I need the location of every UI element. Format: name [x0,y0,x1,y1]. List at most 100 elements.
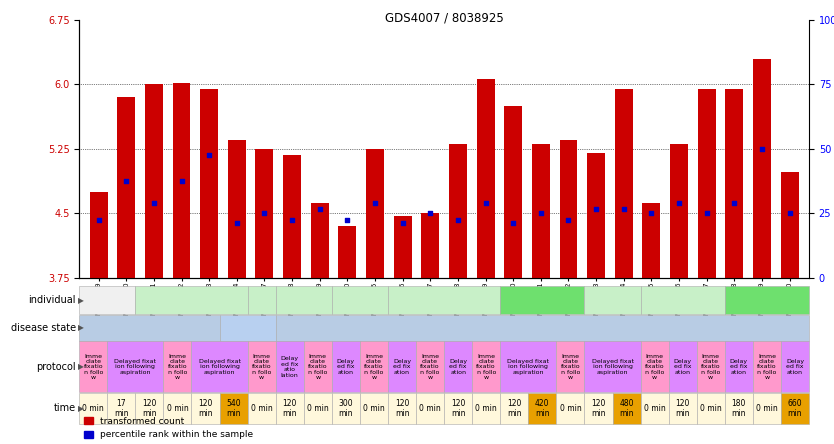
Bar [669,393,696,424]
Text: ▶: ▶ [78,323,84,332]
Text: time: time [53,404,76,413]
Bar [476,79,495,444]
Text: 300
min: 300 min [339,399,353,418]
Point [617,205,631,212]
Bar [781,341,809,392]
Text: Imme
diate
fixatio
n follo
w: Imme diate fixatio n follo w [701,354,721,380]
Bar [500,286,585,314]
Bar [192,393,219,424]
Bar [276,393,304,424]
Point [396,220,409,227]
Legend: transformed count, percentile rank within the sample: transformed count, percentile rank withi… [83,417,253,440]
Point [258,210,271,217]
Text: 0 min: 0 min [475,404,497,413]
Text: Imme
diate
fixatio
n follo
w: Imme diate fixatio n follo w [83,354,103,380]
Bar [753,59,771,444]
Text: individual: individual [28,295,76,305]
Bar [173,83,190,444]
Bar [248,286,276,314]
Text: 0 min: 0 min [83,404,104,413]
Bar [200,89,219,444]
Text: 0 min: 0 min [363,404,384,413]
Bar [585,393,612,424]
Text: Delay
ed fix
ation: Delay ed fix ation [786,359,804,375]
Text: ▶: ▶ [78,296,84,305]
Point [506,220,520,227]
Bar [505,106,522,444]
Bar [388,286,500,314]
Text: 120
min: 120 min [591,399,605,418]
Point [535,210,548,217]
Bar [416,393,444,424]
Bar [753,393,781,424]
Text: 17
min: 17 min [114,399,128,418]
Point [285,216,299,223]
Bar [192,341,248,392]
Point [451,216,465,223]
Bar [79,341,108,392]
Bar [388,393,416,424]
Bar [304,341,332,392]
Bar [135,393,163,424]
Text: 0 min: 0 min [560,404,581,413]
Text: 0 min: 0 min [420,404,441,413]
Bar [89,192,108,444]
Bar [79,315,219,341]
Bar [388,341,416,392]
Point [313,205,326,212]
Text: 120
min: 120 min [507,399,521,418]
Point [340,216,354,223]
Point [369,199,382,206]
Bar [332,286,388,314]
Bar [163,341,192,392]
Text: ▶: ▶ [78,404,84,413]
Bar [118,97,135,444]
Point [672,199,686,206]
Bar [248,341,276,392]
Bar [108,341,163,392]
Bar [781,393,809,424]
Bar [753,341,781,392]
Point [175,177,188,184]
Point [424,210,437,217]
Text: 0 min: 0 min [251,404,273,413]
Text: Imme
diate
fixatio
n follo
w: Imme diate fixatio n follo w [476,354,496,380]
Bar [360,341,388,392]
Bar [228,140,246,444]
Bar [641,286,725,314]
Bar [311,203,329,444]
Text: 120
min: 120 min [676,399,690,418]
Point [203,151,216,159]
Bar [472,393,500,424]
Text: 120
min: 120 min [283,399,297,418]
Bar [219,315,276,341]
Text: Delayed fixat
ion following
aspiration: Delayed fixat ion following aspiration [198,359,240,375]
Bar [163,393,192,424]
Text: 120
min: 120 min [142,399,157,418]
Bar [79,286,135,314]
Text: 420
min: 420 min [535,399,550,418]
Bar [726,89,743,444]
Text: 0 min: 0 min [167,404,188,413]
Point [590,205,603,212]
Text: 480
min: 480 min [620,399,634,418]
Bar [532,144,550,444]
Point [645,210,658,217]
Bar [615,89,633,444]
Point [783,210,796,217]
Bar [276,341,304,392]
Bar [500,393,528,424]
Text: Delay
ed fix
ation: Delay ed fix ation [730,359,748,375]
Bar [219,393,248,424]
Bar [283,155,301,444]
Text: 540
min: 540 min [226,399,241,418]
Bar [670,144,688,444]
Bar [528,393,556,424]
Bar [255,149,274,444]
Point [756,145,769,152]
Text: Delay
ed fix
ation: Delay ed fix ation [674,359,691,375]
Bar [276,315,809,341]
Point [728,199,741,206]
Bar [135,286,248,314]
Text: Imme
diate
fixatio
n follo
w: Imme diate fixatio n follo w [645,354,665,380]
